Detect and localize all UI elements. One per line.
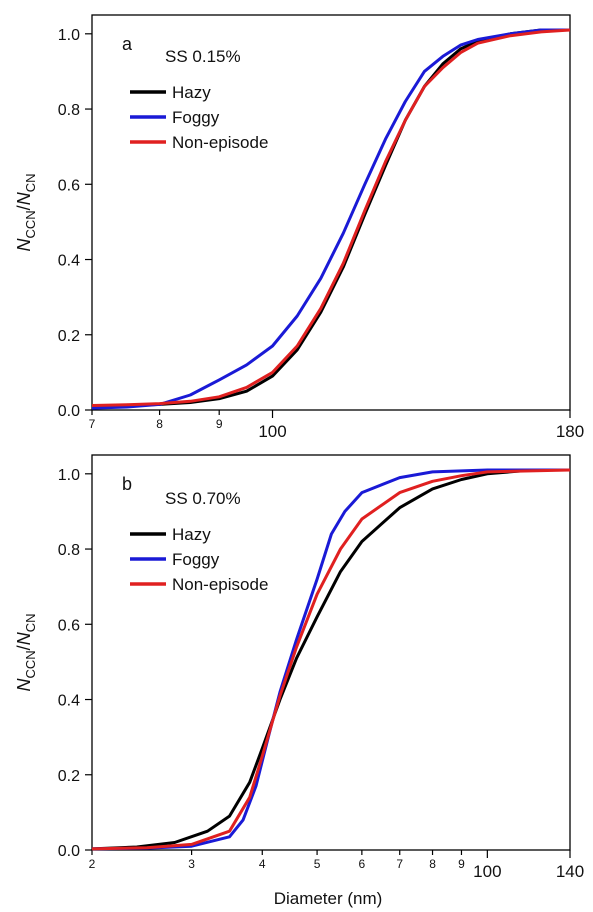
legend-label-non-episode: Non-episode xyxy=(172,575,268,594)
panel-label: a xyxy=(122,34,133,54)
y-axis-label-part: / xyxy=(14,205,34,210)
series-line-foggy xyxy=(91,28,570,410)
x-tick-label: 8 xyxy=(156,417,163,431)
x-tick-label: 3 xyxy=(188,857,195,871)
y-tick-label: 0.4 xyxy=(58,693,80,710)
y-tick-label: 0.2 xyxy=(58,768,80,785)
x-tick-label: 4 xyxy=(259,857,266,871)
series-line-hazy xyxy=(91,28,570,408)
y-tick-label: 0.2 xyxy=(58,328,80,345)
y-axis-label-part: N xyxy=(14,191,34,205)
x-tick-label: 7 xyxy=(396,857,403,871)
legend-title: SS 0.70% xyxy=(165,489,241,508)
x-axis-label: Diameter (nm) xyxy=(274,889,383,908)
series-line-non-episode xyxy=(91,28,571,407)
y-axis-label-part: N xyxy=(14,237,34,251)
x-tick-label: 100 xyxy=(258,422,286,441)
y-axis-label: NCCN/NCN xyxy=(14,614,38,692)
y-tick-label: 1.0 xyxy=(58,467,80,484)
x-tick-label: 100 xyxy=(473,862,501,881)
legend-label-non-episode: Non-episode xyxy=(172,133,268,152)
plot-frame xyxy=(91,14,571,411)
x-tick-label: 140 xyxy=(556,862,584,881)
legend-title: SS 0.15% xyxy=(165,47,241,66)
y-tick-label: 0.6 xyxy=(58,617,80,634)
legend-label-foggy: Foggy xyxy=(172,108,220,127)
y-axis-label-part: CN xyxy=(23,614,38,633)
y-tick-label: 0.6 xyxy=(58,177,80,194)
y-axis-label-part: CCN xyxy=(23,650,38,678)
y-tick-label: 0.0 xyxy=(58,403,80,420)
y-axis-label-part: N xyxy=(14,677,34,691)
series-line-foggy xyxy=(91,468,570,851)
y-axis-label-part: / xyxy=(14,645,34,650)
y-tick-label: 0.0 xyxy=(58,843,80,860)
y-tick-label: 0.4 xyxy=(58,253,80,270)
series-line-non-episode xyxy=(91,468,571,851)
x-tick-label: 7 xyxy=(89,417,96,431)
x-tick-label: 9 xyxy=(216,417,223,431)
y-tick-label: 1.0 xyxy=(58,27,80,44)
legend-label-hazy: Hazy xyxy=(172,83,211,102)
panel-label: b xyxy=(122,474,132,494)
x-tick-label: 6 xyxy=(359,857,366,871)
panel-b: 0.00.20.40.60.81.02 3 4 5 6 7 8 9 100 140NCCN/NCN… xyxy=(14,454,584,881)
series-line-hazy xyxy=(91,468,570,851)
x-tick-label: 180 xyxy=(556,422,584,441)
x-tick-label: 9 xyxy=(458,857,465,871)
plot-frame xyxy=(91,454,571,851)
y-tick-label: 0.8 xyxy=(58,102,80,119)
legend-label-foggy: Foggy xyxy=(172,550,220,569)
x-tick-label: 5 xyxy=(314,857,321,871)
x-tick-label: 8 xyxy=(429,857,436,871)
y-axis-label-part: CCN xyxy=(23,210,38,238)
y-axis-label: NCCN/NCN xyxy=(14,174,38,252)
y-axis-label-part: N xyxy=(14,631,34,645)
y-tick-label: 0.8 xyxy=(58,542,80,559)
x-tick-label: 2 xyxy=(89,857,96,871)
legend-label-hazy: Hazy xyxy=(172,525,211,544)
y-axis-label-part: CN xyxy=(23,174,38,193)
